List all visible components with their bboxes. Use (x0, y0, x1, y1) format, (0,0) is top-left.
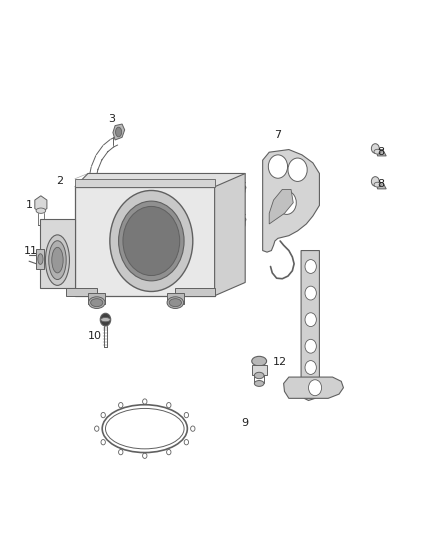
Polygon shape (252, 365, 267, 375)
Ellipse shape (49, 241, 66, 279)
Circle shape (119, 201, 184, 281)
Circle shape (234, 186, 239, 192)
Text: 10: 10 (88, 330, 102, 341)
Circle shape (305, 313, 316, 327)
Text: 9: 9 (242, 418, 249, 429)
Ellipse shape (134, 177, 144, 184)
Polygon shape (88, 293, 106, 304)
Circle shape (371, 144, 379, 154)
Text: 12: 12 (273, 357, 287, 367)
Polygon shape (166, 293, 184, 304)
Circle shape (277, 191, 296, 214)
Polygon shape (66, 288, 97, 296)
Polygon shape (377, 150, 386, 156)
Circle shape (234, 220, 239, 226)
Circle shape (228, 179, 245, 200)
Ellipse shape (162, 175, 172, 182)
Circle shape (305, 286, 316, 300)
Circle shape (305, 361, 316, 374)
Polygon shape (175, 288, 215, 296)
Circle shape (228, 212, 245, 233)
Polygon shape (377, 182, 386, 189)
Polygon shape (87, 215, 98, 223)
Circle shape (308, 379, 321, 395)
Circle shape (305, 260, 316, 273)
Ellipse shape (252, 357, 267, 366)
Text: 11: 11 (24, 246, 38, 255)
Text: 6: 6 (240, 182, 247, 192)
Ellipse shape (116, 127, 122, 137)
Ellipse shape (198, 225, 205, 231)
Polygon shape (40, 219, 75, 288)
Circle shape (231, 216, 242, 229)
Circle shape (288, 158, 307, 181)
Circle shape (100, 313, 111, 326)
Polygon shape (215, 173, 245, 296)
Text: 8: 8 (377, 147, 384, 157)
Polygon shape (165, 213, 170, 217)
Text: 2: 2 (56, 176, 63, 187)
Polygon shape (284, 377, 343, 398)
Circle shape (305, 340, 316, 353)
Polygon shape (75, 187, 215, 296)
Circle shape (110, 190, 193, 292)
Text: 1: 1 (25, 200, 32, 211)
Ellipse shape (167, 297, 184, 309)
Text: 7: 7 (274, 130, 282, 140)
Circle shape (371, 176, 379, 186)
Ellipse shape (52, 247, 63, 273)
Ellipse shape (374, 182, 381, 187)
Text: 5: 5 (196, 224, 203, 235)
Ellipse shape (38, 254, 43, 264)
Text: 4: 4 (132, 179, 140, 189)
Ellipse shape (254, 372, 264, 378)
Ellipse shape (254, 381, 264, 386)
Polygon shape (263, 150, 319, 252)
Polygon shape (35, 196, 47, 213)
Polygon shape (75, 179, 215, 187)
Ellipse shape (374, 149, 381, 154)
Ellipse shape (88, 297, 105, 309)
Circle shape (231, 183, 242, 196)
Circle shape (123, 206, 180, 276)
Polygon shape (75, 173, 245, 187)
Text: 6: 6 (240, 214, 247, 224)
Ellipse shape (169, 298, 181, 306)
Polygon shape (36, 249, 44, 269)
Polygon shape (87, 223, 98, 227)
Ellipse shape (46, 235, 70, 285)
Polygon shape (136, 212, 141, 216)
Text: 8: 8 (377, 179, 384, 189)
Polygon shape (199, 269, 204, 273)
Polygon shape (301, 251, 319, 400)
Ellipse shape (101, 318, 110, 322)
Ellipse shape (91, 298, 103, 306)
Text: 4: 4 (161, 176, 168, 187)
Text: 3: 3 (109, 114, 116, 124)
Circle shape (268, 155, 288, 178)
Ellipse shape (36, 208, 46, 213)
Polygon shape (269, 189, 293, 224)
Polygon shape (113, 124, 125, 140)
